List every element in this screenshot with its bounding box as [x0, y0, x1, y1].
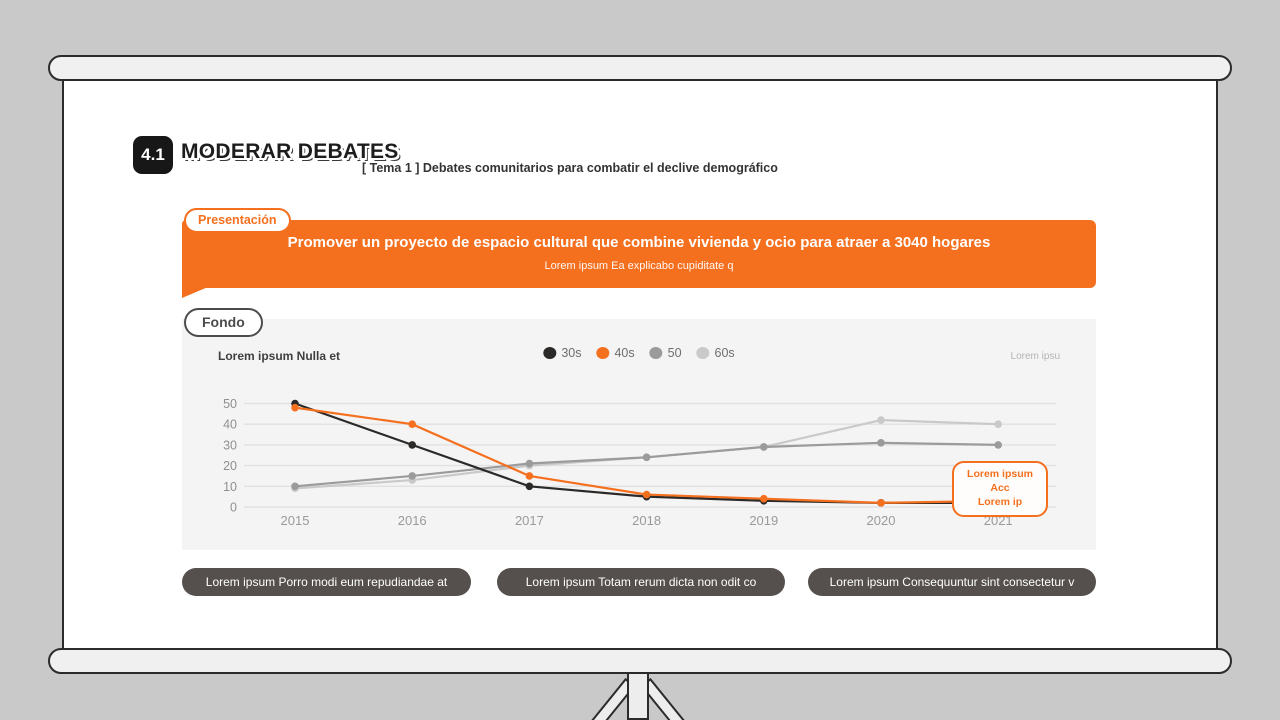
legend-dot-icon: [596, 347, 610, 359]
footer-button-1[interactable]: Lorem ipsum Porro modi eum repudiandae a…: [182, 568, 471, 596]
legend-item: 30s: [543, 346, 581, 360]
screen-top-casing: [48, 55, 1232, 81]
svg-text:40: 40: [223, 418, 237, 432]
callout-line1: Lorem ipsum Acc: [967, 468, 1033, 495]
footer-button-3[interactable]: Lorem ipsum Consequuntur sint consectetu…: [808, 568, 1096, 596]
slide-title: MODERAR DEBATES: [181, 140, 399, 163]
slide-subtitle: [ Tema 1 ] Debates comunitarios para com…: [362, 161, 778, 175]
legend-dot-icon: [696, 347, 710, 359]
svg-text:2017: 2017: [515, 513, 544, 528]
svg-text:0: 0: [230, 501, 237, 515]
legend-label: 30s: [561, 346, 582, 360]
background-tag: Fondo: [184, 308, 263, 337]
banner-subheading: Lorem ipsum Ea explicabo cupiditate q: [544, 260, 734, 272]
legend-item: 40s: [596, 346, 635, 360]
chart-legend: 30s 40s 50 60s: [543, 346, 735, 360]
legend-item: 50: [649, 346, 682, 360]
chart-callout: Lorem ipsum Acc Lorem ip: [952, 461, 1048, 517]
svg-text:50: 50: [223, 397, 237, 411]
section-number-badge: 4.1: [133, 136, 173, 174]
svg-text:10: 10: [223, 480, 237, 494]
legend-label: 60s: [714, 346, 735, 360]
screen-bottom-casing: [48, 648, 1232, 674]
banner-heading: Promover un proyecto de espacio cultural…: [287, 234, 991, 251]
svg-text:2016: 2016: [398, 513, 427, 528]
projector-screen: 4.1 MODERAR DEBATES [ Tema 1 ] Debates c…: [62, 68, 1218, 652]
banner-fold-triangle: [182, 287, 208, 298]
chart-title: Lorem ipsum Nulla et: [218, 349, 341, 363]
chart-card: Lorem ipsum Nulla et 30s 40s 50 60s Lorem i…: [182, 319, 1096, 550]
footer-button-2[interactable]: Lorem ipsum Totam rerum dicta non odit c…: [497, 568, 785, 596]
line-chart: 0 10 20 30 40 50 2015 2016 2017 2018 2019 2020 2021: [223, 397, 1056, 528]
legend-label: 50: [667, 346, 682, 360]
legend-dot-icon: [543, 347, 557, 359]
svg-text:2019: 2019: [749, 513, 778, 528]
legend-dot-icon: [649, 347, 663, 359]
svg-text:2020: 2020: [867, 513, 896, 528]
svg-text:2021: 2021: [984, 513, 1013, 528]
presentation-tag: Presentación: [184, 208, 291, 233]
chart-source-note: Lorem ipsu: [1010, 351, 1060, 362]
callout-line2: Lorem ip: [977, 496, 1023, 509]
presentation-banner: Promover un proyecto de espacio cultural…: [182, 220, 1096, 288]
svg-text:20: 20: [223, 459, 237, 473]
svg-text:2018: 2018: [632, 513, 661, 528]
legend-label: 40s: [614, 346, 635, 360]
svg-text:30: 30: [223, 438, 237, 452]
svg-text:2015: 2015: [281, 513, 310, 528]
legend-item: 60s: [696, 346, 735, 360]
